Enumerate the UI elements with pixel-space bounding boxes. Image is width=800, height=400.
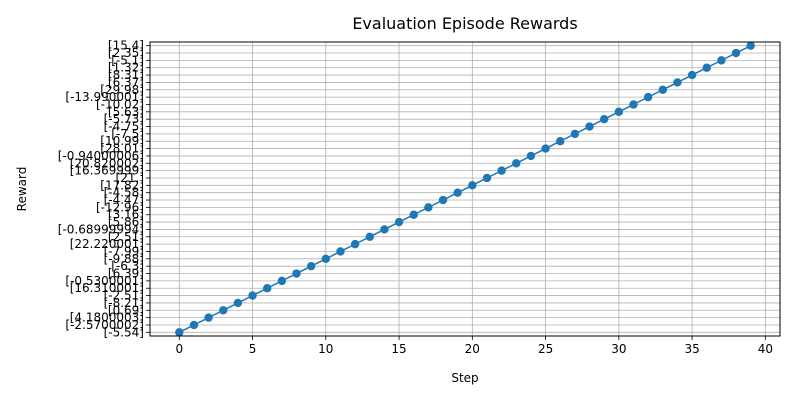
y-tick-label-33: [29.98] — [100, 83, 144, 97]
data-point-29 — [599, 114, 609, 124]
x-axis-label: Step — [451, 371, 478, 385]
y-tick-label-14: [-0.68999994] — [58, 222, 144, 236]
data-point-17 — [424, 203, 433, 212]
data-point-31 — [629, 100, 638, 109]
series-line — [178, 45, 752, 333]
x-ticks: 0 5 10 15 20 25 30 35 40 — [175, 336, 773, 356]
y-tick-label-27: [-7.5] — [111, 127, 144, 141]
data-point-37 — [717, 56, 726, 65]
series-rewards — [175, 41, 755, 337]
y-ticks: [-5.54][-2.5700002][4.1800003][0.69][-8.… — [58, 39, 150, 339]
y-tick-label-10: [-9.88] — [104, 252, 144, 266]
y-tick-label-24: [-0.94000006] — [58, 149, 144, 163]
x-tick-label-1: 5 — [249, 342, 257, 356]
y-tick-label-35: [8.31] — [108, 68, 144, 82]
y-tick-label-9: [-6.3] — [111, 259, 144, 273]
data-point-9 — [306, 261, 316, 271]
y-tick-label-6: [16.310001] — [70, 281, 144, 295]
data-point-32 — [643, 92, 653, 102]
data-point-0 — [175, 328, 184, 337]
x-tick-label-7: 35 — [684, 342, 699, 356]
y-tick-label-37: [-5.1] — [111, 53, 144, 67]
x-tick-label-6: 30 — [611, 342, 626, 356]
x-tick-label-2: 10 — [318, 342, 333, 356]
data-point-16 — [409, 210, 418, 219]
data-point-5 — [248, 291, 257, 300]
data-point-20 — [468, 181, 477, 190]
y-tick-label-4: [-8.21] — [104, 296, 144, 310]
data-point-14 — [380, 225, 389, 234]
y-tick-label-5: [-2.51] — [104, 289, 144, 303]
y-tick-label-0: [-5.54] — [104, 325, 144, 339]
data-point-7 — [277, 276, 287, 286]
data-point-2 — [204, 313, 213, 322]
y-tick-label-30: [5.63] — [108, 105, 144, 119]
data-point-21 — [482, 173, 492, 183]
data-point-3 — [219, 306, 228, 315]
data-point-28 — [585, 122, 594, 131]
data-point-10 — [321, 254, 331, 264]
data-point-25 — [541, 144, 550, 153]
y-tick-label-11: [-7.99] — [104, 244, 144, 258]
y-tick-label-18: [-4.47] — [104, 193, 144, 207]
y-tick-label-32: [-13.990001] — [65, 90, 144, 104]
data-point-6 — [263, 284, 272, 293]
data-point-23 — [512, 159, 521, 168]
x-tick-label-4: 20 — [465, 342, 480, 356]
y-tick-label-29: [-5.73] — [104, 112, 144, 126]
y-tick-label-34: [6.37] — [108, 75, 144, 89]
y-tick-label-19: [-4.58] — [104, 186, 144, 200]
y-tick-label-20: [17.82] — [100, 178, 144, 192]
data-point-4 — [233, 298, 243, 308]
y-tick-label-31: [-10.02] — [96, 97, 144, 111]
data-point-38 — [731, 48, 741, 58]
data-point-13 — [365, 232, 374, 241]
y-tick-label-1: [-2.5700002] — [65, 318, 144, 332]
y-tick-label-3: [0.69] — [108, 303, 144, 317]
data-point-27 — [570, 129, 580, 139]
x-tick-label-0: 0 — [175, 342, 183, 356]
x-tick-label-3: 15 — [391, 342, 406, 356]
y-tick-label-8: [6.39] — [108, 267, 144, 281]
y-tick-label-26: [10.99] — [100, 134, 144, 148]
data-point-26 — [556, 137, 565, 146]
y-tick-label-39: [15.4] — [108, 39, 144, 53]
y-tick-label-25: [28.01] — [100, 142, 144, 156]
y-tick-label-21: [21.] — [116, 171, 144, 185]
y-tick-label-13: [2.51] — [108, 230, 144, 244]
y-tick-label-2: [4.1800003] — [70, 311, 144, 325]
y-tick-label-12: [22.220001] — [70, 237, 144, 251]
data-point-15 — [394, 217, 404, 227]
y-axis-label: Reward — [15, 167, 29, 212]
y-tick-label-36: [1.32] — [108, 61, 144, 75]
y-tick-label-16: [3.16] — [108, 208, 144, 222]
y-tick-label-22: [16.369999] — [70, 164, 144, 178]
data-point-8 — [292, 269, 301, 278]
y-tick-label-15: [5.86] — [108, 215, 144, 229]
data-point-11 — [336, 247, 345, 256]
data-point-35 — [687, 70, 697, 80]
data-point-30 — [614, 107, 624, 117]
data-point-1 — [189, 320, 199, 330]
data-point-36 — [702, 63, 711, 72]
x-tick-label-5: 25 — [538, 342, 553, 356]
data-point-18 — [438, 195, 448, 205]
data-point-39 — [746, 41, 755, 50]
plot-frame — [149, 41, 781, 337]
data-point-33 — [658, 85, 667, 94]
data-point-12 — [350, 239, 360, 249]
data-point-24 — [526, 151, 536, 161]
chart-title: Evaluation Episode Rewards — [352, 14, 577, 33]
data-point-22 — [497, 166, 506, 175]
data-point-19 — [453, 188, 462, 197]
y-tick-label-23: [20.820002] — [70, 156, 144, 170]
x-tick-label-8: 40 — [758, 342, 773, 356]
y-tick-label-17: [-12.96] — [96, 200, 144, 214]
data-point-34 — [673, 78, 682, 87]
y-tick-label-7: [-0.5300001] — [65, 274, 144, 288]
grid — [150, 42, 780, 336]
y-tick-label-38: [2.35] — [108, 46, 144, 60]
y-tick-label-28: [-4.75] — [104, 120, 144, 134]
